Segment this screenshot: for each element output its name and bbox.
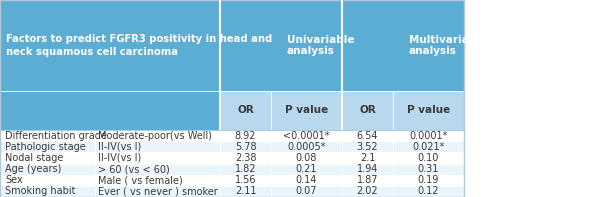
Bar (220, 91, 271, 130)
Bar (393, 141, 464, 152)
Bar (271, 152, 342, 164)
Bar (342, 0, 464, 91)
Text: 1.87: 1.87 (357, 175, 378, 185)
Bar (220, 186, 271, 197)
Text: 1.82: 1.82 (235, 164, 256, 174)
Text: 2.38: 2.38 (235, 153, 256, 163)
Text: Moderate-poor(vs Well): Moderate-poor(vs Well) (98, 131, 212, 141)
Bar (0, 130, 95, 141)
Text: Sex: Sex (5, 175, 23, 185)
Bar (393, 130, 464, 141)
Text: Univariable
analysis: Univariable analysis (287, 34, 354, 56)
Bar (342, 164, 393, 175)
Bar (342, 186, 393, 197)
Text: 1.56: 1.56 (235, 175, 256, 185)
Bar (0, 0, 464, 197)
Bar (342, 175, 393, 186)
Bar (0, 141, 95, 152)
Text: OR: OR (359, 105, 376, 115)
Bar (271, 141, 342, 152)
Text: Age (years): Age (years) (5, 164, 61, 174)
Text: Multivariable
analysis: Multivariable analysis (409, 34, 487, 56)
Bar (0, 91, 220, 130)
Text: 0.19: 0.19 (418, 175, 439, 185)
Bar (0, 0, 220, 91)
Text: Smoking habit: Smoking habit (5, 186, 76, 196)
Text: 6.54: 6.54 (357, 131, 378, 141)
Bar (220, 0, 342, 91)
Text: 2.1: 2.1 (360, 153, 375, 163)
Bar (393, 164, 464, 175)
Bar (95, 186, 220, 197)
Bar (95, 152, 220, 164)
Text: 2.11: 2.11 (235, 186, 256, 196)
Bar (220, 130, 271, 141)
Bar (271, 175, 342, 186)
Text: P value: P value (407, 105, 450, 115)
Bar (342, 152, 393, 164)
Bar (271, 91, 342, 130)
Text: 0.12: 0.12 (418, 186, 439, 196)
Text: II-IV(vs I): II-IV(vs I) (98, 142, 141, 152)
Text: 3.52: 3.52 (357, 142, 378, 152)
Text: > 60 (vs < 60): > 60 (vs < 60) (98, 164, 170, 174)
Bar (95, 175, 220, 186)
Text: 0.0005*: 0.0005* (287, 142, 326, 152)
Text: 0.0001*: 0.0001* (409, 131, 448, 141)
Bar (342, 141, 393, 152)
Bar (220, 164, 271, 175)
Text: Pathologic stage: Pathologic stage (5, 142, 85, 152)
Bar (0, 175, 95, 186)
Bar (342, 130, 393, 141)
Text: Differentiation grade: Differentiation grade (5, 131, 107, 141)
Text: OR: OR (237, 105, 254, 115)
Bar (95, 164, 220, 175)
Bar (220, 141, 271, 152)
Bar (271, 186, 342, 197)
Bar (0, 152, 95, 164)
Bar (271, 130, 342, 141)
Text: <0.0001*: <0.0001* (283, 131, 330, 141)
Text: Nodal stage: Nodal stage (5, 153, 63, 163)
Text: 2.02: 2.02 (357, 186, 378, 196)
Bar (393, 186, 464, 197)
Text: II-IV(vs I): II-IV(vs I) (98, 153, 141, 163)
Text: 0.021*: 0.021* (412, 142, 445, 152)
Bar (393, 152, 464, 164)
Text: 0.31: 0.31 (418, 164, 439, 174)
Bar (393, 175, 464, 186)
Bar (0, 164, 95, 175)
Bar (95, 141, 220, 152)
Text: 8.92: 8.92 (235, 131, 256, 141)
Text: 5.78: 5.78 (235, 142, 256, 152)
Text: 0.08: 0.08 (296, 153, 317, 163)
Bar (393, 91, 464, 130)
Text: 0.07: 0.07 (296, 186, 317, 196)
Text: Factors to predict FGFR3 positivity in head and
neck squamous cell carcinoma: Factors to predict FGFR3 positivity in h… (6, 34, 272, 57)
Text: 1.94: 1.94 (357, 164, 378, 174)
Text: 0.21: 0.21 (296, 164, 317, 174)
Bar (0, 186, 95, 197)
Bar (220, 152, 271, 164)
Text: Ever ( vs never ) smoker: Ever ( vs never ) smoker (98, 186, 217, 196)
Bar (220, 175, 271, 186)
Text: 0.14: 0.14 (296, 175, 317, 185)
Text: Male ( vs female): Male ( vs female) (98, 175, 182, 185)
Text: 0.10: 0.10 (418, 153, 439, 163)
Bar (271, 164, 342, 175)
Bar (95, 130, 220, 141)
Text: P value: P value (285, 105, 328, 115)
Bar (342, 91, 393, 130)
